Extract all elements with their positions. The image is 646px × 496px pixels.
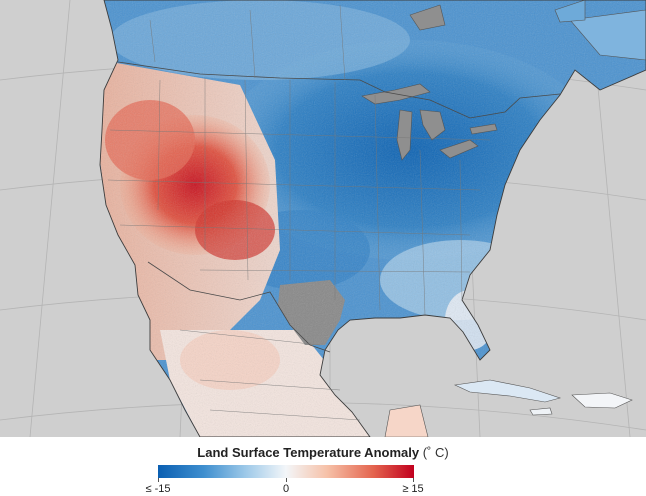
legend-title-row: Land Surface Temperature Anomaly (˚ C) (0, 445, 646, 460)
great-lakes (361, 4, 498, 161)
tick-mid (286, 478, 287, 482)
state-lines (107, 4, 491, 421)
borders (117, 61, 561, 353)
legend: Land Surface Temperature Anomaly (˚ C) ≤… (0, 437, 646, 496)
tick-label-max: ≥ 15 (402, 483, 424, 495)
tick-min (158, 478, 159, 482)
color-scale-bar (158, 465, 414, 478)
legend-title: Land Surface Temperature Anomaly (197, 445, 420, 460)
yucatan (384, 404, 429, 437)
tick-max (413, 478, 414, 482)
legend-unit: (˚ C) (422, 445, 449, 460)
tick-label-min: ≤ -15 (145, 483, 171, 495)
caribbean-islands (453, 0, 646, 416)
anomaly-map (0, 0, 646, 437)
map-svg (0, 0, 646, 437)
tick-label-mid: 0 (282, 483, 290, 495)
